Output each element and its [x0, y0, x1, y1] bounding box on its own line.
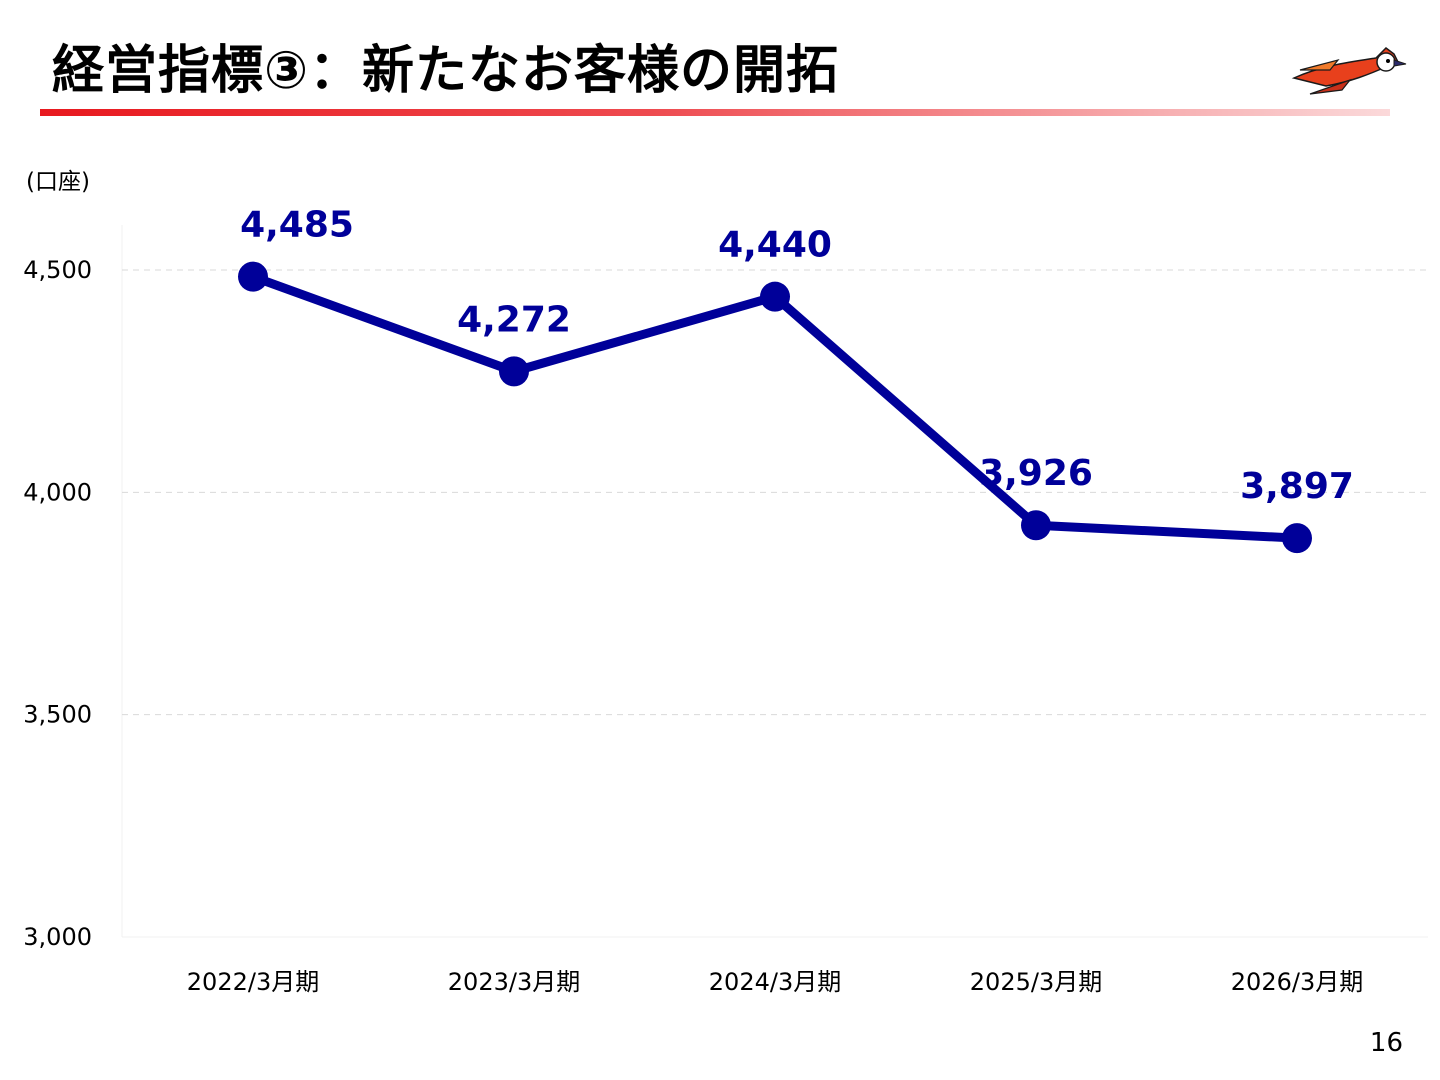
y-tick-label: 4,000 — [23, 478, 92, 506]
page-title: 経営指標③：新たなお客様の開拓 — [52, 41, 840, 101]
data-point — [1021, 510, 1051, 541]
y-tick-label: 4,500 — [23, 256, 92, 284]
series-line — [248, 272, 1302, 543]
data-point — [760, 281, 790, 312]
bird-logo-icon — [1291, 47, 1407, 95]
y-tick-label: 3,500 — [23, 701, 92, 729]
data-label: 4,440 — [718, 225, 832, 266]
x-tick-label: 2023/3月期 — [448, 968, 580, 996]
x-tick-label: 2025/3月期 — [970, 968, 1102, 996]
y-axis-unit: (口座) — [26, 169, 90, 195]
y-tick-label: 3,000 — [23, 923, 92, 951]
page-number: 16 — [1369, 1028, 1403, 1058]
data-label: 4,272 — [457, 299, 571, 340]
data-point — [499, 356, 529, 387]
data-point — [238, 261, 268, 292]
data-point — [1282, 523, 1312, 554]
data-label: 3,897 — [1240, 466, 1354, 507]
title-underline — [40, 109, 1390, 116]
x-tick-label: 2024/3月期 — [709, 968, 841, 996]
data-label: 3,926 — [979, 453, 1093, 494]
x-tick-label: 2026/3月期 — [1231, 968, 1363, 996]
x-tick-label: 2022/3月期 — [187, 968, 319, 996]
data-label: 4,485 — [240, 205, 354, 246]
